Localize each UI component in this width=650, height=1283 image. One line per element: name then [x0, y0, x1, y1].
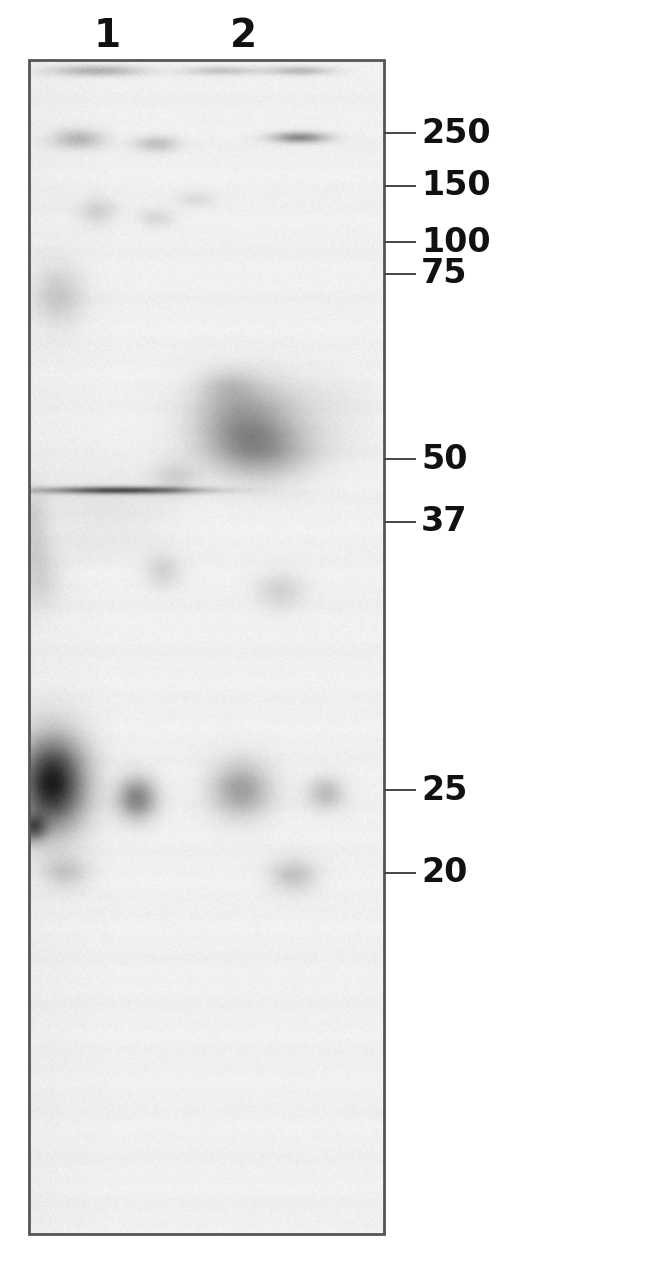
Text: 50: 50 [421, 443, 468, 476]
Text: 20: 20 [421, 856, 467, 889]
Text: 75: 75 [421, 258, 468, 290]
Text: 100: 100 [421, 226, 491, 259]
Bar [29, 60, 383, 1234]
Text: 25: 25 [421, 774, 467, 807]
Text: 37: 37 [421, 506, 468, 538]
Text: 1: 1 [94, 17, 121, 55]
Text: 2: 2 [230, 17, 257, 55]
Text: 250: 250 [421, 117, 491, 150]
Text: 150: 150 [421, 169, 491, 203]
